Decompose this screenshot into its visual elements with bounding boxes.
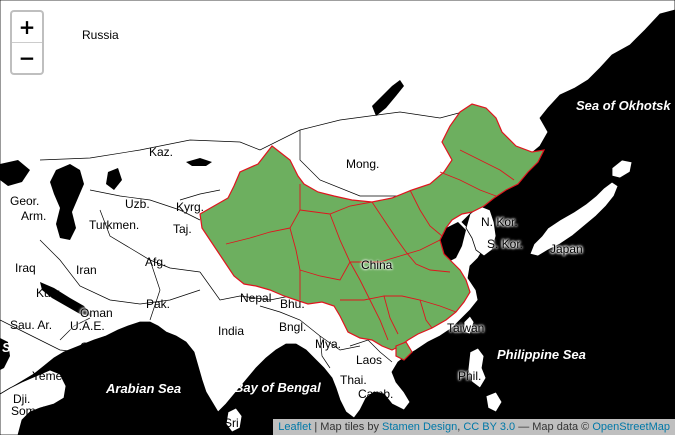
label-bngl: Bngl. [279,320,307,334]
label-mya: Mya. [315,337,342,351]
label-iraq: Iraq [15,261,36,275]
black-sea [0,160,30,186]
label-afg: Afg. [145,255,167,269]
label-taiwan: Taiwan [447,321,485,335]
label-arm: Arm. [21,209,47,223]
label-camb: Camb. [358,387,394,401]
sea-okhotsk [596,28,675,128]
caspian-sea [50,164,84,240]
zoom-in-button[interactable]: + [18,15,36,39]
label-sau-ar: Sau. Ar. [10,318,53,332]
label-oman-2: Oman [80,340,113,354]
label-japan: Japan [550,242,583,256]
label-somaliland: Somaliland [11,404,71,418]
label-sea-of-okhotsk: Sea of Okhotsk [576,98,671,113]
label-india: India [218,324,245,338]
label-taj: Taj. [173,222,192,236]
label-kuw: Kuw. [36,286,63,300]
aral-sea [106,168,122,190]
attribution-text-1: | Map tiles by [311,421,383,433]
label-yemen: Yemen [32,369,69,383]
label-russia: Russia [82,28,119,42]
red-sea [0,338,10,370]
label-dji: Dji. [13,392,31,406]
land-korea [465,205,497,257]
label-kyrg: Kyrg. [176,200,205,214]
land-hokkaido [611,159,633,179]
label-geor: Geor. [10,194,40,208]
leaflet-link[interactable]: Leaflet [278,421,312,433]
label-nepal: Nepal [240,291,272,305]
label-n-kor: N. Kor. [481,215,518,229]
label-arabian-sea: Arabian Sea [106,381,182,396]
label-philippine-sea: Philippine Sea [497,347,586,362]
attribution-bar: Leaflet | Map tiles by Stamen Design, CC… [273,419,675,435]
label-uae: U.A.E. [70,319,105,333]
attribution-text-3: — Map data © [515,421,593,433]
land-sri-lanka [225,407,243,433]
land-japan [529,181,619,257]
land-taiwan [463,315,475,335]
label-mong: Mong. [346,157,380,171]
land-philippines [467,347,487,389]
label-bay-of-bengal: Bay of Bengal [234,380,321,395]
balkhash-lake [186,158,212,166]
label-turkmen: Turkmen. [89,218,140,232]
hainan-region[interactable] [395,341,413,361]
label-china: China [361,258,393,272]
label-laos: Laos [356,353,383,367]
china-region[interactable] [199,103,546,351]
attribution-text-2: , [457,421,464,433]
label-phil: Phil. [458,369,482,383]
label-s-kor: S. Kor. [487,237,524,251]
label-iran: Iran [76,263,97,277]
label-sri-l: Sri L. [224,416,253,430]
zoom-control: + − [10,10,44,75]
land-arabia [0,369,67,435]
label-oman-1: Oman [80,306,113,320]
cc-by-link[interactable]: CC BY 3.0 [463,421,516,433]
label-pak: Pak. [146,297,171,311]
zoom-out-button[interactable]: − [12,42,42,73]
stamen-link[interactable]: Stamen Design [382,421,458,433]
yellow-sea [440,222,466,262]
openstreetmap-link[interactable]: OpenStreetMap [592,421,670,433]
lake-baikal [372,80,404,116]
label-kaz: Kaz. [149,145,174,159]
persian-gulf [40,282,92,316]
label-thai: Thai. [340,373,367,387]
label-bhu: Bhu. [280,297,305,311]
land-philippines-south [485,391,503,413]
label-uzb: Uzb. [125,197,150,211]
label-sea-left: Sea [2,340,26,355]
province-borders [225,149,515,341]
